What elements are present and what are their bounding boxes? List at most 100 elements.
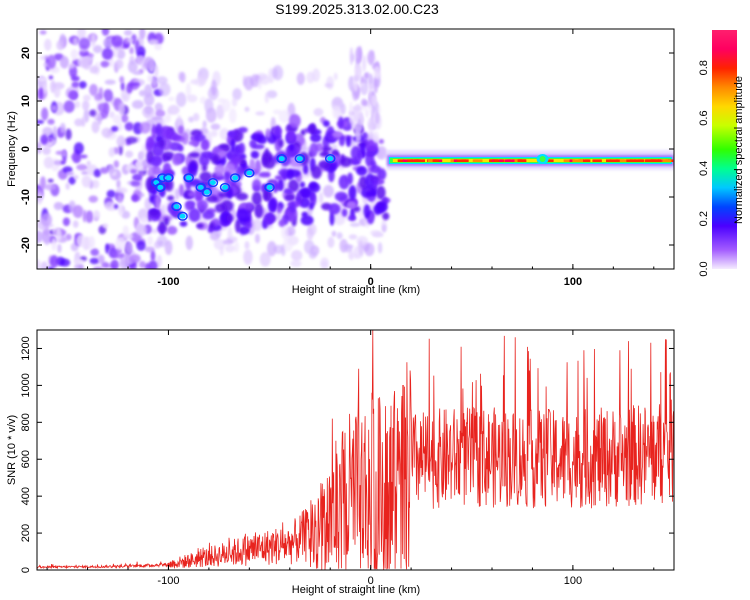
spectrogram-blob	[50, 254, 59, 268]
spectrogram-blob	[113, 160, 120, 168]
spectrogram-blob	[86, 160, 91, 167]
spectrogram-blob	[88, 195, 99, 203]
spectrogram-blob	[51, 238, 57, 251]
snr-x-tick-label: -100	[157, 575, 179, 587]
spectrogram-hotspot-ring	[201, 187, 213, 197]
spectrogram-blob	[357, 152, 363, 162]
spectrogram-blob	[151, 228, 159, 234]
spectrogram-blob	[172, 134, 182, 141]
spectrogram-blob	[89, 65, 99, 74]
spectrogram-blob	[118, 102, 126, 116]
spectrogram-blob	[360, 75, 365, 84]
spectrogram-blob	[50, 80, 56, 94]
spectrogram-blob	[192, 112, 200, 122]
spectrogram-blob	[87, 236, 96, 249]
spectrogram-blob	[337, 116, 344, 130]
spectrogram-blob	[355, 64, 359, 78]
spectrogram-blob	[118, 144, 123, 156]
spectrogram-blob	[40, 213, 53, 227]
spectrogram-blob	[346, 172, 354, 185]
spectrogram-blob	[116, 49, 126, 60]
spectrogram-blob	[332, 98, 343, 106]
spectrogram-blob	[210, 185, 218, 198]
spectrogram-hotspot-ring	[244, 168, 255, 178]
spectrogram-blob	[116, 179, 121, 189]
spectrogram-blob	[252, 218, 263, 232]
spectrogram-blob	[227, 226, 233, 242]
spectrogram-hotspot	[165, 175, 172, 181]
spectrogram-blob	[348, 184, 357, 200]
spectrogram-blob	[368, 83, 372, 102]
spectrogram-blob	[219, 127, 230, 141]
spectrogram-blob	[188, 140, 199, 146]
spectrogram-blob	[222, 239, 234, 245]
spectrogram-blob	[300, 215, 314, 226]
spectrogram-x-tick-label: -100	[157, 276, 179, 288]
spectrogram-blob	[321, 146, 333, 152]
band-hot-segment	[514, 159, 518, 162]
spectrogram-blob	[267, 198, 278, 213]
spectrogram-hotspot	[222, 184, 229, 190]
spectrogram-blob	[274, 175, 283, 181]
spectrogram-blob	[126, 38, 134, 43]
spectrogram-blob	[138, 151, 145, 160]
spectrogram-blob	[378, 138, 385, 144]
spectrogram-blob	[42, 146, 51, 156]
spectrogram-hotspot	[197, 184, 204, 190]
spectrogram-blob	[89, 257, 99, 265]
spectrogram-blob	[340, 103, 346, 115]
spectrogram-blob	[78, 80, 87, 89]
spectrogram-blob	[189, 135, 195, 142]
spectrogram-blob	[47, 178, 54, 183]
spectrogram-blob	[372, 176, 378, 189]
spectrogram-blob	[376, 145, 388, 160]
spectrogram-blob	[91, 120, 100, 134]
spectrogram-blob	[301, 211, 309, 218]
spectrogram-blob	[43, 38, 52, 51]
spectrogram-blob	[266, 240, 277, 257]
spectrogram-blob	[166, 195, 175, 201]
spectrogram-blob	[331, 230, 337, 237]
spectrogram-blob	[201, 164, 208, 172]
spectrogram-blob	[68, 90, 78, 100]
spectrogram-blob	[333, 72, 338, 81]
spectrogram-blob	[202, 120, 207, 128]
spectrogram-hotspot-ring	[264, 182, 275, 192]
spectrogram-blob	[109, 111, 115, 119]
spectrogram-blob	[74, 100, 81, 109]
spectrogram-blob	[329, 211, 335, 226]
spectrogram-blob	[148, 38, 159, 45]
spectrogram-y-tick-label: -10	[20, 189, 32, 205]
spectrogram-blob	[321, 260, 328, 267]
spectrogram-blob	[288, 113, 301, 128]
spectrogram-blob	[197, 199, 209, 211]
spectrogram-blob	[328, 203, 341, 215]
spectrogram-blob	[261, 155, 270, 167]
spectrogram-blob	[71, 81, 80, 88]
spectrogram-blob	[56, 39, 65, 51]
spectrogram-blob	[73, 174, 79, 180]
spectrogram-blob	[104, 201, 116, 211]
spectrogram-blob	[125, 150, 134, 158]
spectrogram-blob	[218, 143, 230, 150]
spectrogram-blob	[68, 63, 76, 69]
band-hot-segment	[657, 159, 662, 162]
spectrogram-blob	[353, 108, 360, 122]
spectrogram-blob	[111, 35, 124, 48]
spectrogram-blob	[205, 195, 219, 203]
spectrogram-blob	[265, 128, 271, 139]
spectrogram-blob	[228, 130, 237, 138]
spectrogram-blob	[349, 222, 361, 227]
spectrogram-hotspot	[179, 213, 186, 219]
spectrogram-blob	[309, 133, 322, 143]
band-hot-segment	[453, 159, 457, 162]
spectrogram-blob	[209, 221, 215, 230]
spectrogram-blob	[210, 123, 221, 131]
spectrogram-blob	[134, 39, 140, 51]
spectrogram-blob	[41, 107, 49, 121]
spectrogram-blob	[60, 160, 66, 165]
spectrogram-blob	[307, 223, 317, 236]
spectrogram-blob	[120, 114, 129, 123]
spectrogram-blob	[377, 242, 383, 254]
spectrogram-blob	[232, 88, 242, 101]
